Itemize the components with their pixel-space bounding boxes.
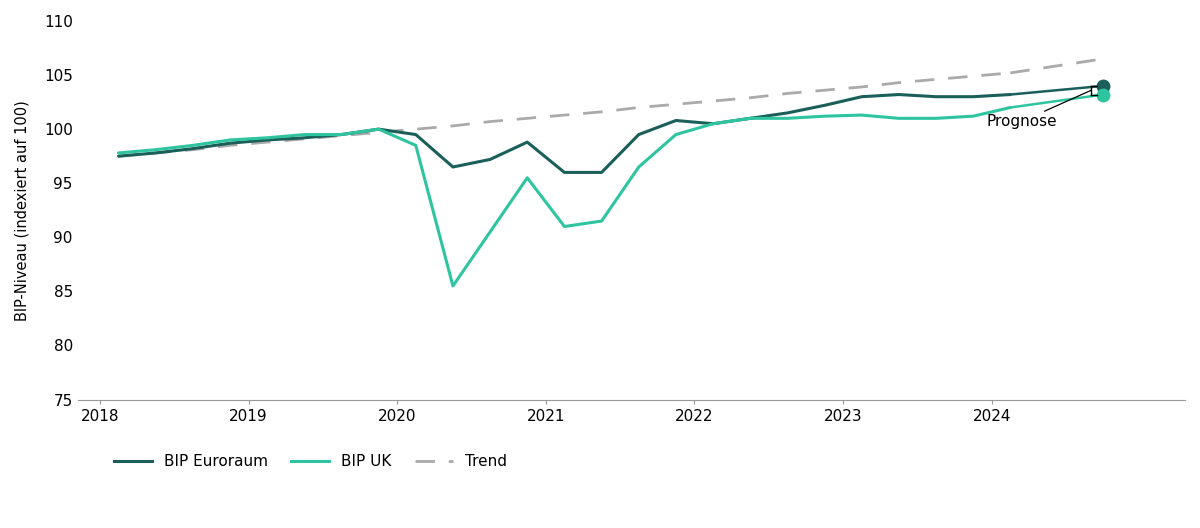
- Legend: BIP Euroraum, BIP UK, Trend: BIP Euroraum, BIP UK, Trend: [108, 448, 514, 475]
- Y-axis label: BIP-Niveau (indexiert auf 100): BIP-Niveau (indexiert auf 100): [14, 100, 30, 320]
- Text: Prognose: Prognose: [986, 90, 1091, 129]
